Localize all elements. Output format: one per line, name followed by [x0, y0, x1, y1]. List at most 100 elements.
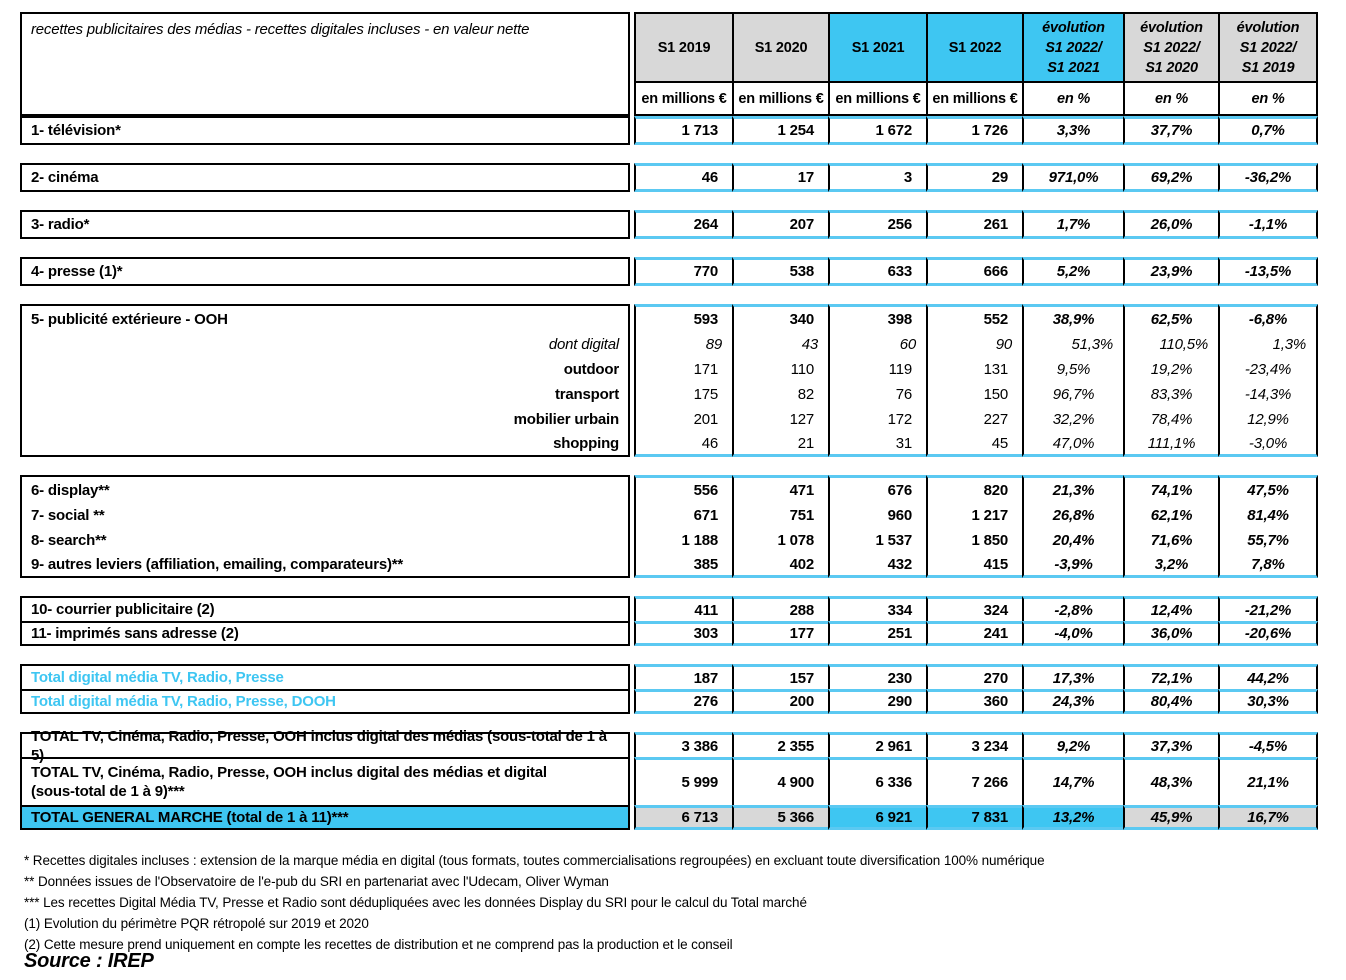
- column-unit-label: en %: [1218, 81, 1318, 116]
- table-block: 6- display** 556 471 676 820 21,3% 74,1% 47,5% 7…: [20, 475, 1326, 578]
- value-cell: 26,8%: [1022, 503, 1123, 528]
- value-cell: -3,9%: [1022, 553, 1123, 578]
- value-cell: 4 900: [732, 757, 828, 805]
- value-cell: 385: [634, 553, 732, 578]
- value-cell: 16,7%: [1218, 805, 1318, 830]
- table-row: TOTAL TV, Cinéma, Radio, Presse, OOH inc…: [20, 728, 1326, 764]
- header-column: évolution S1 2022/ S1 2019 en %: [1218, 12, 1318, 116]
- value-cell: 7 266: [926, 757, 1022, 805]
- value-cell: 5 366: [732, 805, 828, 830]
- value-cell: 55,7%: [1218, 528, 1318, 553]
- row-label: 9- autres leviers (affiliation, emailing…: [20, 553, 630, 578]
- value-cell: 1 254: [732, 116, 828, 145]
- row-label: 5- publicité extérieure - OOH: [20, 304, 630, 332]
- value-cell: 110: [732, 357, 828, 382]
- value-cell: 17: [732, 163, 828, 192]
- value-cell: 47,5%: [1218, 475, 1318, 503]
- row-label: 4- presse (1)*: [20, 257, 630, 286]
- row-label: TOTAL TV, Cinéma, Radio, Presse, OOH inc…: [20, 728, 630, 764]
- value-cell: 971,0%: [1022, 163, 1123, 192]
- table-header: recettes publicitaires des médias - rece…: [20, 12, 1326, 116]
- value-cell: 1,7%: [1022, 210, 1123, 239]
- row-label: shopping: [20, 432, 630, 457]
- value-cell: 81,4%: [1218, 503, 1318, 528]
- value-cell: 340: [732, 304, 828, 332]
- value-cell: 3: [828, 163, 926, 192]
- value-cell: 593: [634, 304, 732, 332]
- value-cell: 2 355: [732, 732, 828, 757]
- value-cell: 131: [926, 357, 1022, 382]
- column-unit-label: en %: [1022, 81, 1123, 116]
- header-column: S1 2019 en millions €: [634, 12, 732, 116]
- table-row: TOTAL TV, Cinéma, Radio, Presse, OOH inc…: [20, 757, 1326, 805]
- value-cell: 666: [926, 257, 1022, 286]
- row-label: 10- courrier publicitaire (2): [20, 596, 630, 621]
- value-cell: 7 831: [926, 805, 1022, 830]
- value-cell: 7,8%: [1218, 553, 1318, 578]
- value-cell: 71,6%: [1123, 528, 1218, 553]
- footnote: * Recettes digitales incluses : extensio…: [24, 853, 1045, 868]
- value-cell: 1 850: [926, 528, 1022, 553]
- value-cell: 6 921: [828, 805, 926, 830]
- value-cell: -23,4%: [1218, 357, 1318, 382]
- value-cell: 276: [634, 689, 732, 714]
- value-cell: 334: [828, 596, 926, 621]
- value-cell: 74,1%: [1123, 475, 1218, 503]
- value-cell: 3 386: [634, 732, 732, 757]
- table-row: 7- social ** 671 751 960 1 217 26,8% 62,1% 81,4…: [20, 503, 1326, 528]
- value-cell: 3,3%: [1022, 116, 1123, 145]
- value-cell: 6 713: [634, 805, 732, 830]
- value-cell: 72,1%: [1123, 664, 1218, 689]
- column-unit-label: en millions €: [828, 81, 926, 116]
- table-row: TOTAL GENERAL MARCHE (total de 1 à 11)**…: [20, 805, 1326, 830]
- value-cell: 820: [926, 475, 1022, 503]
- value-cell: 471: [732, 475, 828, 503]
- header-column: évolution S1 2022/ S1 2021 en %: [1022, 12, 1123, 116]
- value-cell: 200: [732, 689, 828, 714]
- value-cell: 290: [828, 689, 926, 714]
- value-cell: 119: [828, 357, 926, 382]
- value-cell: 48,3%: [1123, 757, 1218, 805]
- value-cell: 256: [828, 210, 926, 239]
- table-block: 4- presse (1)* 770 538 633 666 5,2% 23,9% -13,5…: [20, 257, 1326, 286]
- value-cell: 398: [828, 304, 926, 332]
- value-cell: 177: [732, 621, 828, 646]
- column-unit-label: en %: [1123, 81, 1218, 116]
- value-cell: 261: [926, 210, 1022, 239]
- value-cell: 1 672: [828, 116, 926, 145]
- table-row: Total digital média TV, Radio, Presse 187…: [20, 664, 1326, 689]
- row-label: 8- search**: [20, 528, 630, 553]
- footnotes: * Recettes digitales incluses : extensio…: [24, 850, 1045, 955]
- value-cell: 0,7%: [1218, 116, 1318, 145]
- value-cell: 80,4%: [1123, 689, 1218, 714]
- row-label: 1- télévision*: [20, 116, 630, 145]
- value-cell: 30,3%: [1218, 689, 1318, 714]
- value-cell: -4,0%: [1022, 621, 1123, 646]
- table-row: mobilier urbain 201 127 172 227 32,2% 78,4% 12,…: [20, 407, 1326, 432]
- value-cell: 230: [828, 664, 926, 689]
- value-cell: 1 537: [828, 528, 926, 553]
- table-row: 6- display** 556 471 676 820 21,3% 74,1% 47,5%: [20, 475, 1326, 503]
- table-block: 5- publicité extérieure - OOH 593 340 398 55…: [20, 304, 1326, 457]
- value-cell: 45: [926, 432, 1022, 457]
- value-cell: 5,2%: [1022, 257, 1123, 286]
- value-cell: 62,5%: [1123, 304, 1218, 332]
- value-cell: 1 217: [926, 503, 1022, 528]
- table-row: 10- courrier publicitaire (2) 411 288 334 32…: [20, 596, 1326, 621]
- row-label: 6- display**: [20, 475, 630, 503]
- value-cell: 51,3%: [1022, 332, 1123, 357]
- value-cell: 671: [634, 503, 732, 528]
- header-columns: S1 2019 en millions € S1 2020 en millions €…: [634, 12, 1318, 116]
- value-cell: 43: [732, 332, 828, 357]
- value-cell: 37,3%: [1123, 732, 1218, 757]
- value-cell: 45,9%: [1123, 805, 1218, 830]
- value-cell: 303: [634, 621, 732, 646]
- table-row: outdoor 171 110 119 131 9,5% 19,2% -23,4%: [20, 357, 1326, 382]
- value-cell: 171: [634, 357, 732, 382]
- value-cell: 960: [828, 503, 926, 528]
- row-label: 11- imprimés sans adresse (2): [20, 621, 630, 646]
- column-unit-label: en millions €: [926, 81, 1022, 116]
- value-cell: 324: [926, 596, 1022, 621]
- value-cell: -3,0%: [1218, 432, 1318, 457]
- value-cell: 24,3%: [1022, 689, 1123, 714]
